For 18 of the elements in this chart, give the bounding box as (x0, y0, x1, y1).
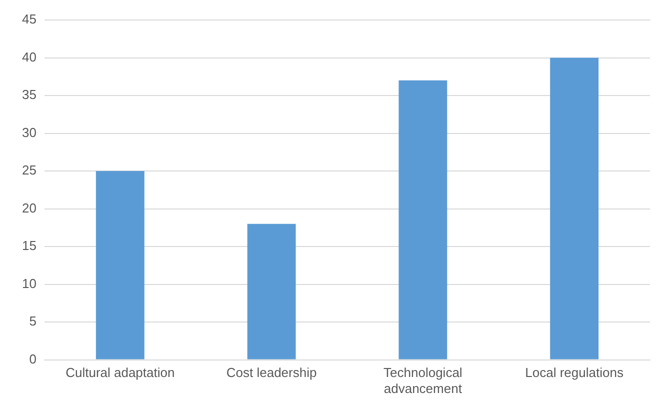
x-tick-label: Technological advancement (384, 365, 462, 396)
y-tick-label: 0 (29, 351, 36, 366)
bar (550, 58, 599, 360)
bar (247, 224, 296, 360)
y-tick-label: 10 (22, 276, 36, 291)
x-tick-label: Cultural adaptation (66, 365, 175, 380)
x-tick-label: Local regulations (525, 365, 624, 380)
y-tick-label: 35 (22, 87, 36, 102)
y-tick-label: 25 (22, 162, 36, 178)
y-tick-label: 5 (29, 314, 36, 329)
y-tick-label: 40 (22, 49, 36, 64)
bar (398, 80, 448, 360)
y-tick-label: 20 (22, 200, 36, 216)
bar (96, 171, 144, 360)
x-tick-label: Cost leadership (226, 365, 317, 380)
y-tick-label: 30 (22, 124, 36, 140)
y-tick-label: 45 (22, 12, 36, 27)
y-tick-label: 15 (22, 238, 36, 254)
